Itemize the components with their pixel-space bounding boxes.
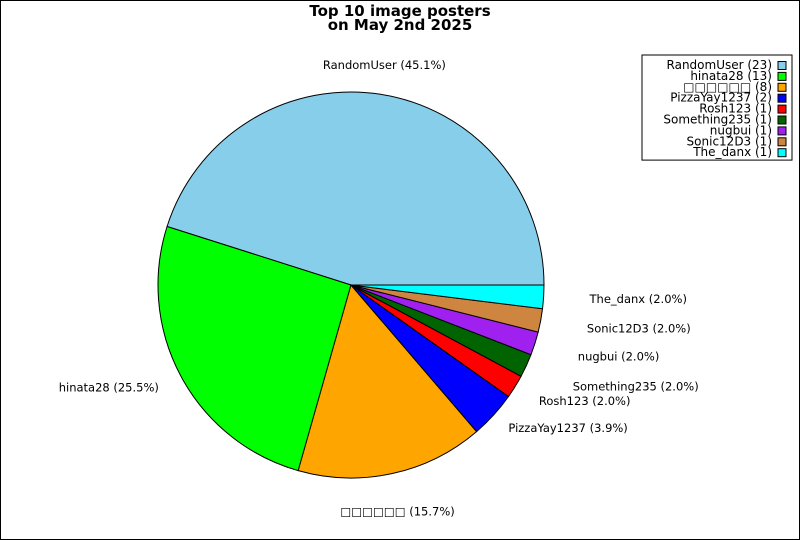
legend-swatch — [777, 104, 787, 114]
slice-label: Sonic12D3 (2.0%) — [587, 322, 691, 336]
slice-label: nugbui (2.0%) — [578, 350, 660, 364]
legend-swatch — [777, 137, 787, 147]
legend-swatch — [777, 82, 787, 92]
legend-label: The_danx (1) — [692, 145, 772, 159]
chart-subtitle: on May 2nd 2025 — [328, 16, 473, 34]
legend-label: hinata28 (13) — [690, 69, 772, 83]
legend-label: RandomUser (23) — [667, 58, 772, 72]
pie-slices — [157, 91, 545, 479]
pie-slice — [350, 284, 545, 310]
legend-swatch — [777, 148, 787, 158]
legend-swatch — [777, 126, 787, 136]
slice-label: RandomUser (45.1%) — [323, 58, 446, 72]
legend-label: Rosh123 (1) — [699, 102, 772, 116]
slice-labels: RandomUser (45.1%) hinata28 (25.5%) □□□□□□… — [59, 58, 699, 518]
slice-label: Something235 (2.0%) — [573, 380, 699, 394]
legend-box — [641, 54, 793, 161]
legend-label: □□□□□□ (8) — [683, 80, 772, 94]
legend-label: Sonic12D3 (1) — [687, 134, 772, 148]
legend: RandomUser (23)hinata28 (13)□□□□□□ (8)Pi… — [641, 54, 793, 161]
legend-swatch — [777, 93, 787, 103]
slice-label: □□□□□□ (15.7%) — [340, 505, 454, 519]
legend-label: PizzaYay1237 (2) — [670, 91, 772, 105]
pie-slice — [166, 91, 545, 286]
legend-swatch — [777, 71, 787, 81]
legend-swatch — [777, 115, 787, 125]
slice-label: PizzaYay1237 (3.9%) — [508, 421, 627, 435]
slice-label: The_danx (2.0%) — [589, 292, 687, 306]
slice-label: Rosh123 (2.0%) — [539, 394, 631, 408]
pie-slice — [157, 225, 352, 472]
legend-label: nugbui (1) — [710, 123, 772, 137]
chart-title: Top 10 image posters — [309, 2, 490, 20]
slice-label: hinata28 (25.5%) — [59, 381, 159, 395]
legend-swatch — [777, 61, 787, 70]
legend-label: Something235 (1) — [663, 113, 772, 127]
pie-slice — [297, 283, 478, 479]
